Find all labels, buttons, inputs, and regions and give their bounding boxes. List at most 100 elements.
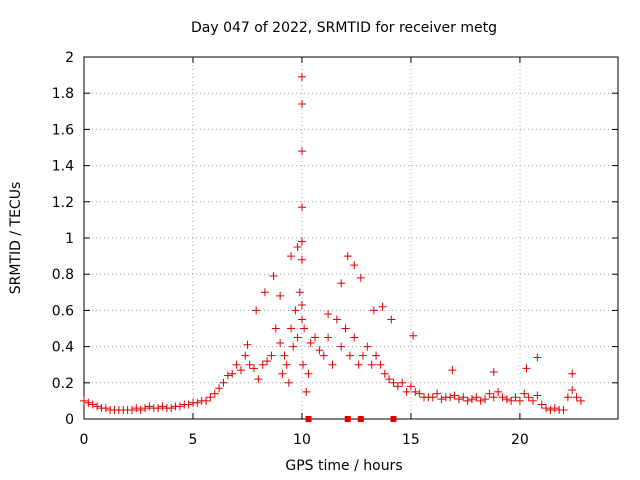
data-point bbox=[278, 369, 287, 378]
data-point bbox=[167, 404, 176, 413]
data-point bbox=[485, 389, 494, 398]
data-point bbox=[446, 393, 455, 402]
data-point bbox=[324, 333, 333, 342]
data-point bbox=[542, 404, 551, 413]
data-point bbox=[175, 402, 184, 411]
data-point bbox=[448, 366, 457, 375]
data-point bbox=[367, 360, 376, 369]
data-point bbox=[533, 391, 542, 400]
data-point bbox=[295, 288, 304, 297]
data-point bbox=[378, 302, 387, 311]
data-point bbox=[520, 389, 529, 398]
data-point bbox=[498, 393, 507, 402]
data-point bbox=[132, 404, 141, 413]
data-point bbox=[289, 342, 298, 351]
data-point bbox=[502, 395, 511, 404]
data-point bbox=[559, 405, 568, 414]
data-point bbox=[369, 306, 378, 315]
data-point bbox=[297, 147, 306, 156]
data-point bbox=[459, 393, 468, 402]
y-tick-label: 0.4 bbox=[52, 340, 74, 356]
data-point bbox=[332, 315, 341, 324]
data-point bbox=[568, 386, 577, 395]
data-point bbox=[269, 272, 278, 281]
y-tick-label: 1.6 bbox=[52, 122, 74, 138]
y-tick-label: 0 bbox=[65, 412, 74, 428]
x-tick-label: 10 bbox=[293, 432, 311, 448]
data-point bbox=[291, 306, 300, 315]
data-point bbox=[437, 395, 446, 404]
data-point bbox=[84, 398, 93, 407]
data-point bbox=[533, 353, 542, 362]
data-point bbox=[297, 100, 306, 109]
data-point bbox=[243, 340, 252, 349]
data-point bbox=[385, 375, 394, 384]
data-point bbox=[345, 351, 354, 360]
data-point bbox=[409, 331, 418, 340]
chart-title: Day 047 of 2022, SRMTID for receiver met… bbox=[191, 20, 497, 36]
data-point bbox=[297, 72, 306, 81]
data-point bbox=[341, 324, 350, 333]
data-point bbox=[101, 404, 110, 413]
data-point bbox=[300, 324, 309, 333]
data-point bbox=[267, 351, 276, 360]
data-point bbox=[344, 416, 351, 422]
data-point bbox=[263, 357, 272, 366]
data-point bbox=[299, 360, 308, 369]
data-point bbox=[284, 378, 293, 387]
data-point bbox=[350, 333, 359, 342]
data-point bbox=[406, 382, 415, 391]
data-point bbox=[293, 243, 302, 252]
data-point bbox=[236, 366, 245, 375]
data-point bbox=[297, 203, 306, 212]
data-point bbox=[154, 404, 163, 413]
data-point bbox=[136, 405, 145, 414]
data-point bbox=[297, 255, 306, 264]
data-point bbox=[210, 389, 219, 398]
y-tick-label: 1.8 bbox=[52, 86, 74, 102]
data-point bbox=[372, 351, 381, 360]
data-point bbox=[276, 338, 285, 347]
data-point bbox=[297, 237, 306, 246]
data-point bbox=[376, 360, 385, 369]
data-point bbox=[398, 378, 407, 387]
data-point bbox=[380, 369, 389, 378]
data-point bbox=[337, 279, 346, 288]
data-point bbox=[250, 364, 259, 373]
y-tick-label: 1 bbox=[65, 231, 74, 247]
data-point bbox=[507, 396, 516, 405]
data-point bbox=[311, 333, 320, 342]
data-point bbox=[328, 360, 337, 369]
x-tick-label: 15 bbox=[402, 432, 420, 448]
data-point bbox=[467, 395, 476, 404]
data-point bbox=[354, 360, 363, 369]
data-point bbox=[402, 387, 411, 396]
data-point bbox=[450, 391, 459, 400]
data-point bbox=[193, 398, 202, 407]
data-point bbox=[93, 402, 102, 411]
data-point bbox=[411, 387, 420, 396]
data-point bbox=[258, 360, 267, 369]
data-point bbox=[454, 395, 463, 404]
data-point bbox=[297, 315, 306, 324]
data-point bbox=[297, 300, 306, 309]
x-axis-label: GPS time / hours bbox=[285, 458, 402, 474]
data-point bbox=[393, 382, 402, 391]
y-tick-label: 2 bbox=[65, 50, 74, 66]
data-point bbox=[357, 416, 364, 422]
data-point bbox=[241, 351, 250, 360]
data-point bbox=[563, 393, 572, 402]
data-point bbox=[202, 396, 211, 405]
data-point bbox=[287, 324, 296, 333]
data-point bbox=[293, 333, 302, 342]
y-tick-label: 1.4 bbox=[52, 159, 74, 175]
data-point bbox=[358, 351, 367, 360]
data-point bbox=[550, 404, 559, 413]
axis-ticks: 00.20.40.60.811.21.41.61.820 5 10 15 20 bbox=[52, 50, 618, 448]
data-point bbox=[568, 369, 577, 378]
data-point bbox=[304, 369, 313, 378]
data-point bbox=[415, 389, 424, 398]
grid bbox=[84, 57, 618, 419]
data-point bbox=[141, 404, 150, 413]
